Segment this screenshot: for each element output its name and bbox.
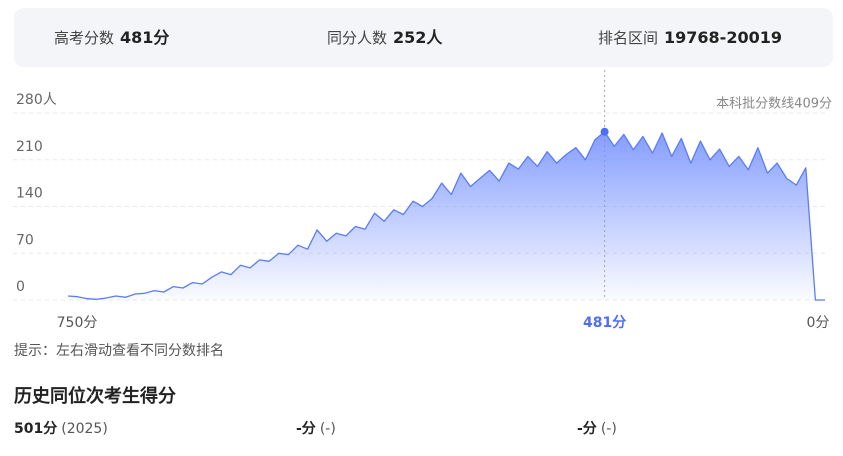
- history-item: -分 (-): [296, 418, 336, 438]
- history-score: -分: [577, 421, 597, 437]
- summary-label: 排名区间: [598, 29, 659, 47]
- summary-label: 高考分数: [54, 29, 115, 47]
- history-item: -分 (-): [577, 418, 617, 438]
- history-year: (2025): [61, 421, 108, 437]
- y-tick-label: 140: [16, 186, 43, 202]
- history-score: 501分: [14, 421, 58, 437]
- history-score: -分: [296, 421, 316, 437]
- x-tick-label: 481分: [583, 315, 626, 331]
- highlight-dot: [600, 127, 609, 136]
- line: [67, 131, 825, 301]
- y-tick-label: 70: [16, 232, 34, 248]
- history-title: 历史同位次考生得分: [14, 386, 176, 407]
- x-tick-label: 0分: [807, 315, 830, 331]
- x-tick-label: 750分: [57, 315, 98, 331]
- summary-item: 排名区间 19768-20019: [598, 8, 782, 68]
- summary-value: 252人: [393, 28, 443, 47]
- summary-label: 同分人数: [327, 29, 388, 47]
- summary-item: 同分人数 252人: [327, 8, 442, 68]
- annotation: 本科批分数线409分: [716, 97, 832, 112]
- summary-bar: 高考分数 481分 同分人数 252人 排名区间 19768-20019: [14, 8, 833, 67]
- y-tick-label: 0: [16, 279, 25, 295]
- summary-item: 高考分数 481分: [54, 8, 169, 68]
- summary-value: 481分: [120, 28, 170, 47]
- history-year: (-): [600, 421, 617, 437]
- y-tick-label: 280人: [16, 92, 57, 108]
- history-item: 501分 (2025): [14, 418, 108, 438]
- y-tick-label: 210: [16, 139, 43, 155]
- summary-value: 19768-20019: [664, 28, 782, 47]
- hint: 提示：左右滑动查看不同分数排名: [14, 343, 224, 359]
- history-year: (-): [319, 421, 336, 437]
- chart[interactable]: 本科批分数线409分 0 70 140 210 280人 750分 481分 0分: [0, 0, 843, 340]
- area-fill: [68, 131, 825, 300]
